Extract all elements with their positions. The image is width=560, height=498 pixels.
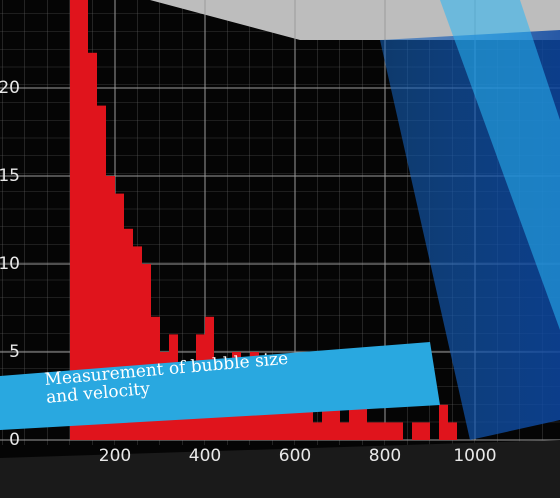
bar <box>142 264 151 440</box>
x-tick-label: 400 <box>189 446 221 466</box>
y-tick-label: 0 <box>9 430 20 450</box>
bar <box>313 422 322 440</box>
y-tick-label: 15 <box>0 166 20 186</box>
bar <box>97 105 106 440</box>
bar <box>340 422 349 440</box>
bar <box>358 387 367 440</box>
x-tick-label: 200 <box>99 446 131 466</box>
bar <box>79 0 88 440</box>
y-tick-label: 10 <box>0 254 20 274</box>
bar <box>115 193 124 440</box>
bar <box>304 404 313 440</box>
x-tick-label: 1000 <box>453 446 496 466</box>
y-tick-label: 20 <box>0 78 20 98</box>
blue-stripe <box>440 0 560 330</box>
bar <box>322 404 331 440</box>
bar <box>70 0 79 440</box>
x-tick-label: 800 <box>369 446 401 466</box>
bar <box>295 387 304 440</box>
x-tick-label: 600 <box>279 446 311 466</box>
bar <box>349 387 358 440</box>
bar <box>376 422 385 440</box>
bar <box>106 176 115 440</box>
caption-banner <box>0 342 440 430</box>
bar <box>241 404 250 440</box>
bar <box>133 246 142 440</box>
bar <box>439 404 448 440</box>
photo-bottom <box>0 440 560 498</box>
y-tick-label: 5 <box>9 342 20 362</box>
bar <box>421 422 430 440</box>
bar <box>277 404 286 440</box>
bar <box>448 422 457 440</box>
bar <box>88 52 97 441</box>
bar <box>394 422 403 440</box>
bar <box>124 228 133 440</box>
bar <box>331 404 340 440</box>
bar <box>412 422 421 440</box>
bar <box>367 422 376 440</box>
bar <box>385 422 394 440</box>
